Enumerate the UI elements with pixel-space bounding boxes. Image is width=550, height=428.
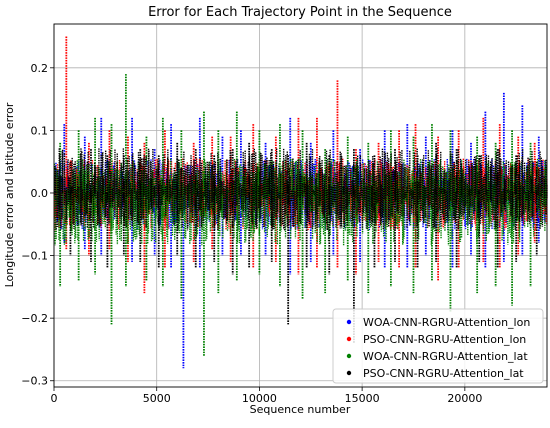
- x-tick-label: 5000: [143, 392, 171, 405]
- x-axis-label: Sequence number: [250, 403, 351, 416]
- y-tick-label: 0.1: [31, 124, 49, 137]
- plot-frame: [53, 23, 548, 388]
- y-tick-label: −0.2: [21, 312, 48, 325]
- chart-title: Error for Each Trajectory Point in the S…: [148, 5, 452, 20]
- legend-label: WOA-CNN-RGRU-Attention_lat: [363, 350, 528, 363]
- legend-label: PSO-CNN-RGRU-Attention_lon: [363, 333, 526, 346]
- legend-marker: [346, 336, 352, 342]
- legend-marker: [346, 370, 352, 376]
- y-tick-label: −0.1: [21, 250, 48, 263]
- legend-marker: [346, 353, 352, 359]
- data-layer: [53, 36, 548, 369]
- x-tick-label: 15000: [345, 392, 380, 405]
- legend-label: WOA-CNN-RGRU-Attention_lon: [363, 316, 530, 329]
- legend-marker: [346, 319, 352, 325]
- y-axis-label: Longitude error and latitude error: [3, 102, 16, 287]
- y-tick-label: 0.2: [31, 62, 49, 75]
- y-tick-label: 0.0: [31, 187, 49, 200]
- x-tick-label: 20000: [447, 392, 482, 405]
- legend-box: [332, 308, 544, 384]
- x-tick-label: 0: [51, 392, 58, 405]
- axes: 0 5000 10000 15000 20000 −0.3 −0.2 −0.1 0.0 0.1 0.…: [21, 23, 548, 405]
- series-4: [54, 142, 548, 344]
- y-tick-label: −0.3: [21, 375, 48, 388]
- legend: WOA-CNN-RGRU-Attention_lon PSO-CNN-RGRU-A…: [332, 308, 544, 384]
- legend-label: PSO-CNN-RGRU-Attention_lat: [363, 367, 524, 380]
- x-tick-label: 10000: [242, 392, 277, 405]
